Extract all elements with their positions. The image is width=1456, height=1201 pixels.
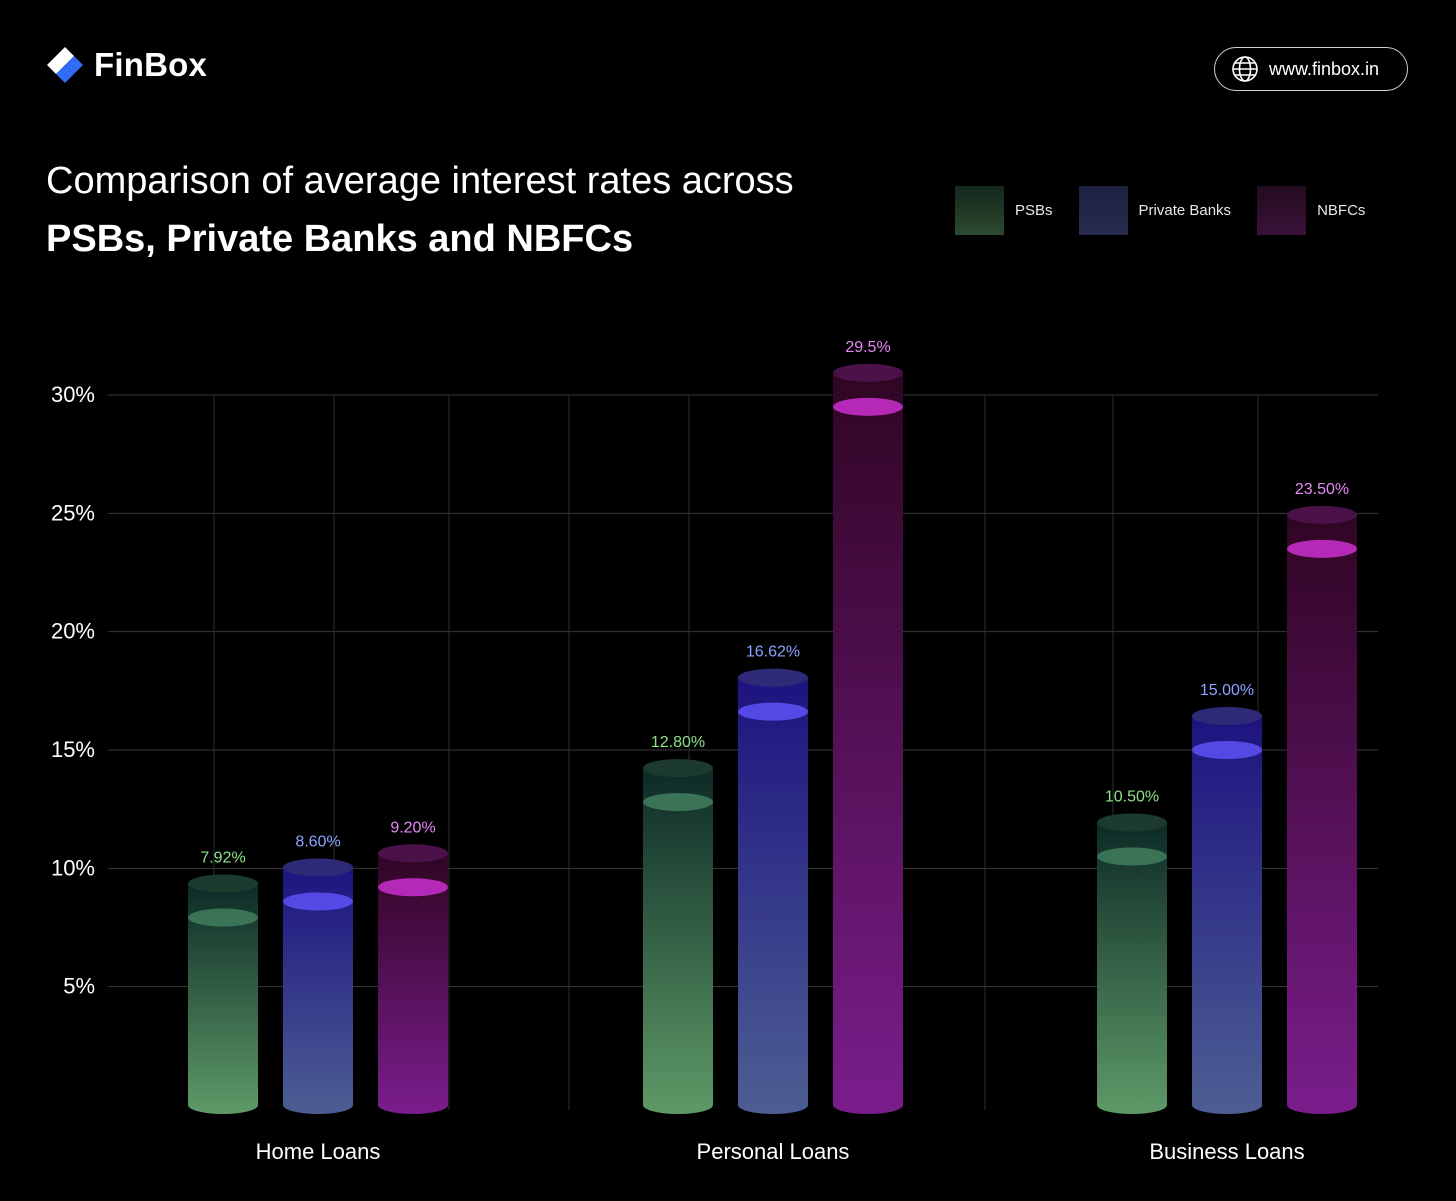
bar-top-cap (643, 759, 713, 778)
data-label: 16.62% (746, 644, 800, 661)
bar-top-cap (1192, 707, 1262, 725)
legend-swatch-psbs (955, 186, 1004, 235)
data-label: 8.60% (295, 833, 340, 850)
bar-psbs-personal-loans (643, 768, 713, 1114)
x-category-label: Business Loans (1149, 1139, 1304, 1164)
bar-top-cap (1287, 505, 1357, 524)
bar-value-ring (188, 908, 258, 927)
y-tick-label: 5% (63, 974, 95, 999)
bar-private-banks-home-loans (283, 867, 353, 1114)
bar-value-ring (643, 793, 713, 812)
bar-private-banks-business-loans (1192, 716, 1262, 1114)
bar-top-cap (188, 874, 258, 893)
y-tick-label: 30% (51, 382, 95, 407)
bar-top-cap (1097, 813, 1167, 832)
bar-top-cap (833, 363, 903, 382)
bar-nbfcs-business-loans (1287, 514, 1357, 1114)
y-tick-label: 15% (51, 737, 95, 762)
website-url: www.finbox.in (1269, 58, 1380, 79)
legend-item-psbs: PSBs (955, 186, 1053, 235)
y-axis-ticks: 5% 10% 15% 20% 25% 30% (51, 382, 95, 999)
legend-item-private-banks: Private Banks (1078, 186, 1232, 235)
title-line-1: Comparison of average interest rates acr… (46, 160, 794, 202)
data-label: 12.80% (651, 734, 705, 751)
bar-private-banks-personal-loans (738, 677, 808, 1114)
legend-label-private-banks: Private Banks (1138, 202, 1232, 219)
legend-swatch-nbfcs (1257, 186, 1307, 235)
bars (188, 363, 1357, 1114)
bar-value-ring (283, 892, 353, 911)
legend: PSBs Private Banks NBFCs (955, 186, 1391, 235)
data-labels: 7.92% 8.60% 9.20% 12.80% 16.62% 29.5% 10.50% 15… (200, 339, 1349, 867)
globe-icon (1232, 56, 1258, 82)
legend-label-nbfcs: NBFCs (1317, 202, 1366, 219)
x-category-label: Home Loans (256, 1139, 381, 1164)
website-link[interactable]: www.finbox.in (1214, 47, 1408, 91)
data-label: 15.00% (1200, 682, 1254, 699)
bar-nbfcs-home-loans (378, 853, 448, 1114)
x-axis-categories: Home Loans Personal Loans Business Loans (256, 1139, 1305, 1164)
bar-value-ring (833, 397, 903, 416)
legend-item-nbfcs: NBFCs (1257, 186, 1365, 235)
bar-value-ring (378, 878, 448, 897)
bar-value-ring (1097, 847, 1167, 866)
data-label: 10.50% (1105, 789, 1159, 806)
data-label: 23.50% (1295, 481, 1349, 498)
x-category-label: Personal Loans (697, 1139, 850, 1164)
bar-top-cap (378, 844, 448, 863)
brand-name: FinBox (94, 46, 208, 83)
data-label: 7.92% (200, 850, 245, 867)
brand: FinBox (46, 46, 207, 84)
bar-psbs-business-loans (1097, 822, 1167, 1114)
data-label: 9.20% (390, 819, 435, 836)
bar-nbfcs-personal-loans (833, 372, 903, 1114)
bar-top-cap (738, 668, 808, 687)
y-tick-label: 25% (51, 500, 95, 525)
legend-label-psbs: PSBs (1015, 202, 1053, 219)
title-line-2: PSBs, Private Banks and NBFCs (46, 218, 634, 260)
bar-value-ring (738, 702, 808, 721)
bar-value-ring (1192, 741, 1262, 759)
data-label: 29.5% (845, 339, 890, 356)
bar-top-cap (283, 858, 353, 877)
y-tick-label: 10% (51, 855, 95, 880)
legend-swatch-private-banks (1078, 186, 1128, 235)
y-tick-label: 20% (51, 619, 95, 644)
bar-psbs-home-loans (188, 883, 258, 1114)
finbox-logo-icon (47, 47, 83, 83)
chart-title: Comparison of average interest rates acr… (46, 158, 794, 262)
bar-value-ring (1287, 539, 1357, 558)
